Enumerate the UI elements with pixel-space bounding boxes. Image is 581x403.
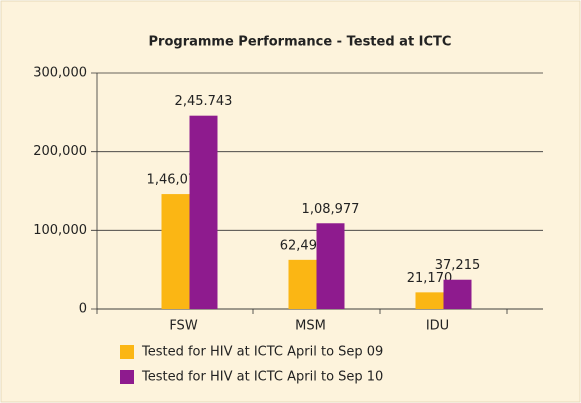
data-label: 62,492	[280, 238, 326, 253]
data-label: 2,45.743	[175, 94, 233, 109]
chart-title: Programme Performance - Tested at ICTC	[149, 35, 452, 50]
legend-swatch	[120, 345, 134, 359]
x-tick-label: IDU	[426, 319, 449, 334]
bar	[415, 292, 444, 309]
data-label: 1,08,977	[302, 202, 360, 217]
x-tick-label: FSW	[169, 319, 198, 334]
legend-swatch	[120, 370, 134, 384]
data-label: 37,215	[435, 258, 481, 273]
y-tick-label: 200,000	[33, 144, 87, 159]
x-tick-label: MSM	[295, 319, 326, 334]
bar	[288, 259, 317, 309]
bar	[189, 115, 218, 309]
data-label: 21,170	[407, 271, 453, 286]
bar	[443, 279, 472, 309]
bar	[316, 223, 345, 309]
legend-label: Tested for HIV at ICTC April to Sep 10	[141, 370, 383, 385]
y-tick-label: 0	[79, 302, 87, 317]
bar	[161, 194, 190, 309]
y-tick-label: 300,000	[33, 66, 87, 81]
legend-label: Tested for HIV at ICTC April to Sep 09	[141, 345, 383, 360]
y-tick-label: 100,000	[33, 223, 87, 238]
